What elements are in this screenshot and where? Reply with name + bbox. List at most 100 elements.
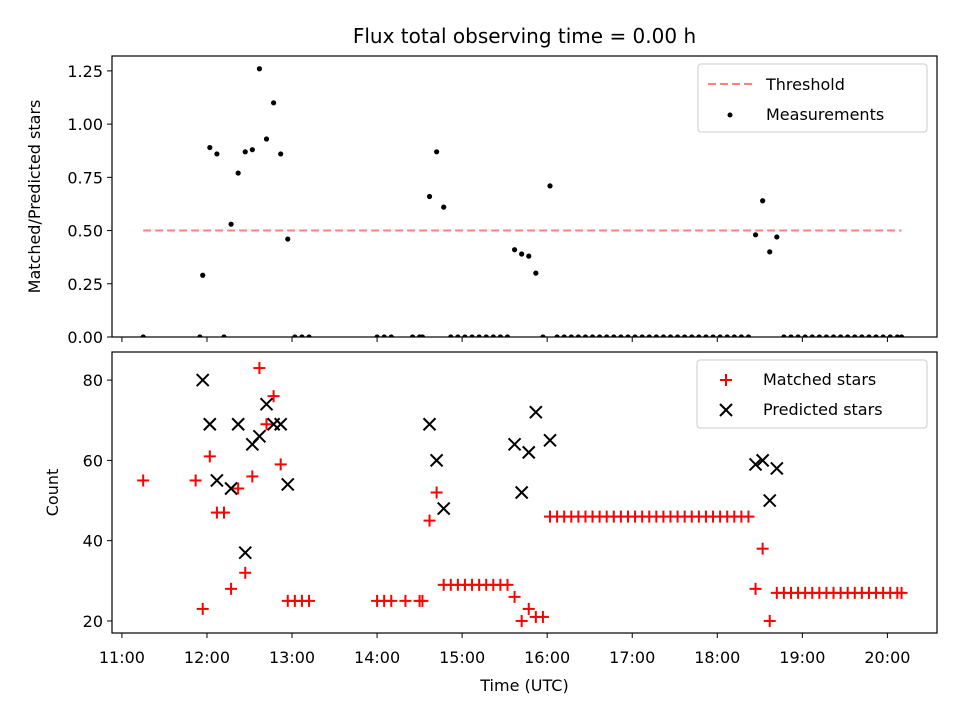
ratio-y-tick-label: 0.75 bbox=[67, 168, 103, 187]
measurement-point bbox=[795, 334, 801, 337]
predicted-star-point bbox=[224, 481, 238, 496]
count-y-axis-label: Count bbox=[43, 469, 62, 517]
matched-star-point bbox=[253, 362, 266, 375]
measurement-point bbox=[434, 149, 440, 155]
ratio-y-tick-label: 1.25 bbox=[67, 62, 103, 81]
measurement-point bbox=[703, 334, 709, 337]
ratio-y-tick-label: 0.00 bbox=[67, 328, 103, 347]
measurement-point bbox=[809, 334, 815, 337]
predicted-star-point bbox=[507, 437, 522, 452]
measurement-point bbox=[426, 193, 433, 200]
measurement-point bbox=[830, 334, 837, 337]
matched-star-point bbox=[423, 514, 436, 527]
predicted-star-point bbox=[529, 405, 543, 419]
measurement-point bbox=[568, 334, 574, 337]
measurement-point bbox=[228, 221, 234, 227]
count-y-tick-label: 60 bbox=[83, 451, 103, 470]
x-tick-label: 16:00 bbox=[524, 648, 570, 667]
count-y-tick-label: 20 bbox=[83, 612, 103, 631]
predicted-star-point bbox=[755, 453, 770, 468]
legend-matched-label: Matched stars bbox=[763, 370, 876, 389]
x-tick-label: 11:00 bbox=[99, 648, 145, 667]
x-tick-label: 17:00 bbox=[609, 648, 655, 667]
measurement-point bbox=[242, 149, 248, 155]
predicted-star-point bbox=[238, 546, 252, 560]
matched-star-point bbox=[189, 474, 202, 487]
measurement-point bbox=[462, 334, 468, 337]
count-x-ticks: 11:00 12:00 13:00 14:00 15:00 16:00 17:00 18:00… bbox=[99, 633, 910, 667]
measurement-point bbox=[540, 334, 546, 337]
matched-star-point bbox=[522, 602, 535, 615]
measurement-point bbox=[859, 334, 865, 337]
legend-matched-swatch bbox=[720, 374, 732, 386]
matched-star-point bbox=[749, 582, 762, 595]
legend-threshold-label: Threshold bbox=[765, 75, 845, 94]
matched-star-point bbox=[430, 486, 443, 499]
predicted-star-point bbox=[770, 461, 784, 476]
predicted-star-point bbox=[748, 457, 763, 472]
matched-star-point bbox=[203, 450, 216, 463]
matched-star-point bbox=[260, 418, 273, 431]
measurement-point bbox=[575, 334, 581, 337]
matched-star-point bbox=[385, 594, 398, 607]
predicted-star-point bbox=[763, 493, 777, 508]
measurement-point bbox=[419, 334, 426, 337]
measurement-point bbox=[802, 334, 808, 337]
matched-star-point bbox=[742, 510, 755, 523]
measurement-point bbox=[448, 334, 454, 337]
measurement-point bbox=[774, 234, 780, 240]
matched-star-point bbox=[763, 614, 776, 627]
count-axes-frame bbox=[111, 351, 938, 634]
measurement-point bbox=[249, 147, 255, 153]
matched-star-point bbox=[274, 458, 287, 471]
predicted-star-point bbox=[281, 477, 295, 492]
measurement-point bbox=[767, 249, 773, 255]
chart-title: Flux total observing time = 0.00 h bbox=[353, 24, 696, 48]
measurement-point bbox=[381, 334, 387, 337]
matched-star-point bbox=[196, 602, 209, 615]
measurement-point bbox=[278, 151, 284, 157]
matched-star-point bbox=[416, 594, 429, 607]
measurement-point bbox=[589, 334, 596, 337]
predicted-star-point bbox=[210, 473, 224, 488]
measurement-point bbox=[270, 100, 277, 106]
ratio-y-tick-label: 1.00 bbox=[67, 115, 103, 134]
ratio-y-ticks: 0.00 0.25 0.50 0.75 1.00 1.25 bbox=[67, 62, 112, 347]
predicted-star-point bbox=[422, 417, 437, 431]
predicted-star-point bbox=[436, 501, 451, 516]
matched-star-point bbox=[536, 610, 549, 623]
matched-star-point bbox=[239, 566, 252, 579]
measurement-point bbox=[781, 334, 787, 337]
measurement-point bbox=[653, 334, 659, 337]
measurement-point bbox=[823, 334, 830, 337]
measurement-point bbox=[455, 334, 461, 337]
measurement-point bbox=[582, 334, 589, 337]
measurement-point bbox=[597, 334, 603, 337]
measurement-point bbox=[235, 170, 241, 176]
measurement-point bbox=[285, 236, 291, 242]
measurement-point bbox=[894, 334, 900, 337]
matched-star-point bbox=[515, 614, 528, 627]
x-tick-label: 20:00 bbox=[864, 648, 910, 667]
measurement-point bbox=[639, 334, 645, 337]
matched-star-point bbox=[246, 470, 259, 483]
legend-predicted-swatch bbox=[719, 403, 733, 417]
x-tick-label: 15:00 bbox=[439, 648, 485, 667]
ratio-legend: Threshold Measurements bbox=[697, 63, 928, 133]
ratio-panel: Flux total observing time = 0.00 h Match… bbox=[25, 24, 938, 347]
matched-star-point bbox=[137, 474, 150, 487]
measurement-point bbox=[469, 334, 475, 337]
count-y-tick-label: 80 bbox=[83, 371, 103, 390]
matched-star-point bbox=[303, 594, 316, 607]
measurement-point bbox=[561, 334, 567, 337]
x-tick-label: 12:00 bbox=[184, 648, 230, 667]
ratio-plot-area bbox=[140, 66, 905, 337]
measurement-point bbox=[221, 334, 227, 337]
measurement-point bbox=[197, 334, 203, 337]
measurement-point bbox=[504, 334, 511, 337]
measurement-point bbox=[632, 334, 638, 337]
measurement-point bbox=[388, 334, 394, 337]
measurement-point bbox=[710, 334, 716, 337]
measurement-point bbox=[625, 334, 631, 337]
